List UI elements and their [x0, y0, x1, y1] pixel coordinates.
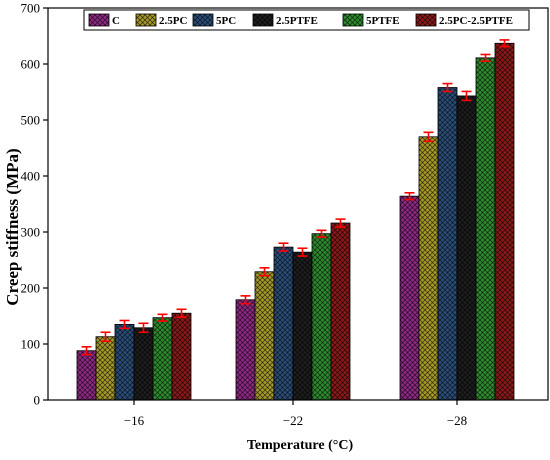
error-bar-C--22	[240, 295, 251, 305]
bar-2.5PTFE--16	[133, 327, 154, 401]
legend-label: 2.5PC	[159, 15, 187, 27]
error-bar-C--16	[81, 345, 92, 356]
y-tick-label: 700	[21, 1, 41, 16]
bar-2.5PC-2.5PTFE--28	[494, 42, 515, 401]
y-tick-label: 200	[21, 281, 41, 296]
legend-item-5PC: 5PC	[192, 13, 236, 27]
y-tick-label: 500	[21, 113, 41, 128]
error-bar-5PTFE--22	[316, 229, 327, 238]
legend-label: C	[112, 15, 120, 27]
legend-item-2.5PTFE: 2.5PTFE	[252, 13, 318, 27]
legend-swatch	[88, 13, 110, 27]
error-bar-2.5PTFE--16	[138, 322, 149, 334]
bar-5PTFE--28	[475, 57, 496, 401]
legend-swatch	[342, 13, 364, 27]
bar-5PC--16	[114, 323, 135, 401]
error-bar-2.5PC-2.5PTFE--22	[335, 218, 346, 228]
bar-5PC--28	[437, 87, 458, 401]
error-bar-2.5PTFE--28	[461, 90, 472, 102]
y-tick-label: 0	[34, 393, 41, 408]
bar-2.5PC-2.5PTFE--22	[330, 222, 351, 401]
bar-C--22	[235, 299, 256, 401]
bar-5PTFE--22	[311, 233, 332, 401]
legend-label: 5PTFE	[366, 15, 400, 27]
legend-swatch	[135, 13, 157, 27]
bars-layer	[76, 42, 515, 401]
y-tick-label: 400	[21, 169, 41, 184]
plot-frame	[47, 7, 549, 401]
bar-5PTFE--16	[152, 317, 173, 401]
y-tick-label: 300	[21, 225, 41, 240]
bar-2.5PTFE--28	[456, 95, 477, 401]
error-bar-5PTFE--16	[157, 313, 168, 322]
x-tick-label: −22	[283, 413, 303, 428]
legend-item-2.5PC-2.5PTFE: 2.5PC-2.5PTFE	[415, 13, 513, 27]
x-tick-label: −28	[447, 413, 467, 428]
legend-swatch	[192, 13, 214, 27]
bar-5PC--22	[273, 246, 294, 401]
y-tick-label: 600	[21, 57, 41, 72]
bar-2.5PC-2.5PTFE--16	[171, 312, 192, 401]
axes-layer: 0 100 200 300 400 500 600 700 −16 −22 −28	[21, 1, 549, 428]
bar-C--28	[399, 195, 420, 401]
bar-2.5PC--28	[418, 136, 439, 401]
error-bar-5PC--22	[278, 242, 289, 252]
x-tick-label: −16	[124, 413, 145, 428]
legend-label: 2.5PC-2.5PTFE	[439, 15, 513, 27]
legend-item-5PTFE: 5PTFE	[342, 13, 400, 27]
legend-label: 2.5PTFE	[276, 15, 318, 27]
error-bar-2.5PC--16	[100, 331, 111, 343]
error-bar-2.5PC--28	[423, 131, 434, 143]
error-bars-layer	[81, 39, 510, 356]
bar-2.5PC--22	[254, 271, 275, 401]
bar-2.5PTFE--22	[292, 251, 313, 401]
error-bar-2.5PTFE--22	[297, 247, 308, 257]
bar-C--16	[76, 350, 97, 401]
error-bar-5PC--28	[442, 82, 453, 93]
x-axis-title: Temperature (°C)	[247, 438, 354, 453]
error-bar-5PTFE--28	[480, 53, 491, 63]
error-bar-5PC--16	[119, 319, 130, 330]
legend-item-C: C	[88, 13, 120, 27]
legend-swatch	[415, 13, 437, 27]
y-axis-title: Creep stiffness (MPa)	[3, 148, 22, 305]
legend-item-2.5PC: 2.5PC	[135, 13, 187, 27]
y-tick-label: 100	[21, 337, 41, 352]
error-bar-2.5PC-2.5PTFE--28	[499, 39, 510, 48]
legend-label: 5PC	[216, 15, 236, 27]
error-bar-C--28	[404, 192, 415, 201]
error-bar-2.5PC--22	[259, 267, 270, 277]
error-bar-2.5PC-2.5PTFE--16	[176, 308, 187, 318]
legend-swatch	[252, 13, 274, 27]
legend: C 2.5PC 5PC 2.5PTFE 5PTFE 2.5PC-2.5PTFE	[83, 9, 530, 31]
bar-2.5PC--16	[95, 336, 116, 401]
